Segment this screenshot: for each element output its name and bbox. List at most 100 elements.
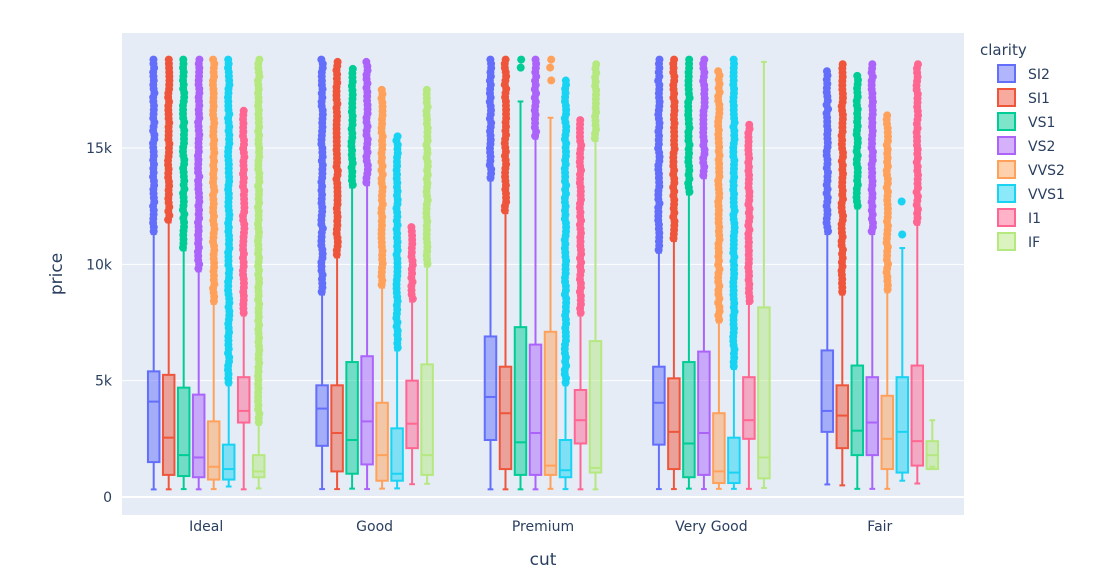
outlier-point bbox=[407, 223, 416, 232]
legend-item-if[interactable]: IF bbox=[997, 232, 1040, 251]
outlier-point bbox=[700, 55, 709, 64]
outlier-point bbox=[531, 55, 540, 64]
box-vs1-good bbox=[345, 64, 359, 490]
box-vvs2-very-good bbox=[712, 67, 726, 490]
box-vvs2-fair bbox=[880, 111, 895, 490]
outlier-point bbox=[913, 60, 922, 69]
box-vvs2-ideal bbox=[206, 55, 221, 491]
box-iqr bbox=[498, 365, 513, 471]
box-iqr bbox=[558, 438, 573, 479]
outlier-point bbox=[547, 76, 556, 85]
outlier-point bbox=[714, 67, 723, 76]
outlier-point bbox=[486, 55, 495, 64]
box-iqr bbox=[820, 349, 835, 433]
box-si1-good bbox=[330, 57, 344, 491]
outlier-point bbox=[745, 120, 754, 129]
outlier-point bbox=[822, 67, 831, 76]
box-vvs2-premium bbox=[543, 55, 558, 490]
legend-swatch bbox=[997, 184, 1016, 203]
box-i1-good bbox=[405, 223, 419, 486]
box-si1-ideal bbox=[161, 55, 176, 491]
box-iqr bbox=[682, 361, 696, 479]
box-si1-fair bbox=[835, 60, 850, 487]
box-iqr bbox=[221, 443, 236, 481]
box-iqr bbox=[176, 386, 191, 478]
outlier-point bbox=[317, 55, 326, 64]
outlier-point bbox=[362, 57, 371, 66]
box-iqr bbox=[742, 376, 756, 440]
box-iqr bbox=[420, 363, 434, 476]
x-tick-label: Premium bbox=[512, 519, 574, 535]
box-iqr bbox=[236, 376, 251, 424]
box-iqr bbox=[835, 384, 850, 450]
legend-item-vs1[interactable]: VS1 bbox=[997, 112, 1055, 131]
legend-swatch bbox=[997, 136, 1016, 155]
x-tick-label: Ideal bbox=[189, 519, 223, 535]
box-iqr bbox=[667, 377, 681, 471]
box-iqr bbox=[483, 335, 498, 441]
box-si2-premium bbox=[483, 55, 498, 491]
box-iqr bbox=[712, 412, 726, 485]
legend-label: VS2 bbox=[1028, 139, 1055, 155]
box-iqr bbox=[588, 340, 603, 474]
box-iqr bbox=[191, 393, 206, 479]
box-iqr bbox=[757, 306, 771, 480]
box-i1-premium bbox=[573, 116, 588, 491]
y-tick-labels: 0 5k 10k 15k bbox=[86, 141, 113, 506]
box-vs1-very-good bbox=[682, 55, 696, 490]
box-vvs1-ideal bbox=[221, 55, 236, 488]
y-tick-label: 5k bbox=[95, 374, 113, 390]
box-iqr bbox=[360, 355, 374, 466]
outlier-point bbox=[655, 55, 664, 64]
outlier-point bbox=[547, 55, 556, 64]
box-si1-premium bbox=[498, 55, 513, 491]
outlier-point bbox=[422, 85, 431, 94]
outlier-point bbox=[868, 60, 877, 69]
legend-label: VVS2 bbox=[1028, 163, 1065, 179]
legend-item-i1[interactable]: I1 bbox=[997, 208, 1041, 227]
outlier-point bbox=[516, 63, 525, 72]
outlier-point bbox=[685, 55, 694, 64]
x-tick-label: Very Good bbox=[675, 519, 747, 535]
outlier-point bbox=[546, 63, 555, 72]
box-iqr bbox=[895, 376, 910, 474]
legend-swatch bbox=[997, 64, 1016, 83]
y-axis-title: price bbox=[47, 253, 67, 295]
box-vvs2-good bbox=[375, 85, 389, 490]
box-vvs1-very-good bbox=[727, 55, 741, 490]
box-iqr bbox=[405, 379, 419, 450]
legend-item-si1[interactable]: SI1 bbox=[997, 88, 1050, 107]
legend-item-vvs2[interactable]: VVS2 bbox=[997, 160, 1065, 179]
outlier-point bbox=[592, 60, 601, 69]
outlier-point bbox=[149, 55, 158, 64]
legend-item-vvs1[interactable]: VVS1 bbox=[997, 184, 1065, 203]
legend-label: SI2 bbox=[1028, 67, 1050, 83]
outlier-point bbox=[729, 55, 738, 64]
box-iqr bbox=[727, 436, 741, 485]
legend-title: clarity bbox=[980, 41, 1027, 59]
outlier-point bbox=[853, 71, 862, 80]
outlier-point bbox=[224, 55, 233, 64]
legend-label: VVS1 bbox=[1028, 187, 1065, 203]
outlier-point bbox=[164, 55, 173, 64]
box-iqr bbox=[146, 370, 161, 464]
legend-label: SI1 bbox=[1028, 91, 1050, 107]
box-vs2-ideal bbox=[191, 55, 206, 491]
outlier-point bbox=[209, 55, 218, 64]
box-iqr bbox=[910, 364, 925, 467]
box-vs2-fair bbox=[865, 60, 880, 490]
box-vs1-premium bbox=[513, 55, 528, 491]
box-iqr bbox=[251, 454, 266, 479]
box-vs1-ideal bbox=[176, 55, 191, 491]
outlier-point bbox=[239, 106, 248, 115]
outlier-point bbox=[561, 76, 570, 85]
box-iqr bbox=[315, 384, 329, 447]
box-vvs1-fair bbox=[895, 197, 910, 482]
outlier-point bbox=[501, 55, 510, 64]
legend-swatch bbox=[997, 160, 1016, 179]
box-if-premium bbox=[588, 60, 603, 491]
legend-item-si2[interactable]: SI2 bbox=[997, 64, 1050, 83]
box-iqr bbox=[850, 364, 865, 457]
legend-item-vs2[interactable]: VS2 bbox=[997, 136, 1055, 155]
outlier-point bbox=[255, 55, 264, 64]
